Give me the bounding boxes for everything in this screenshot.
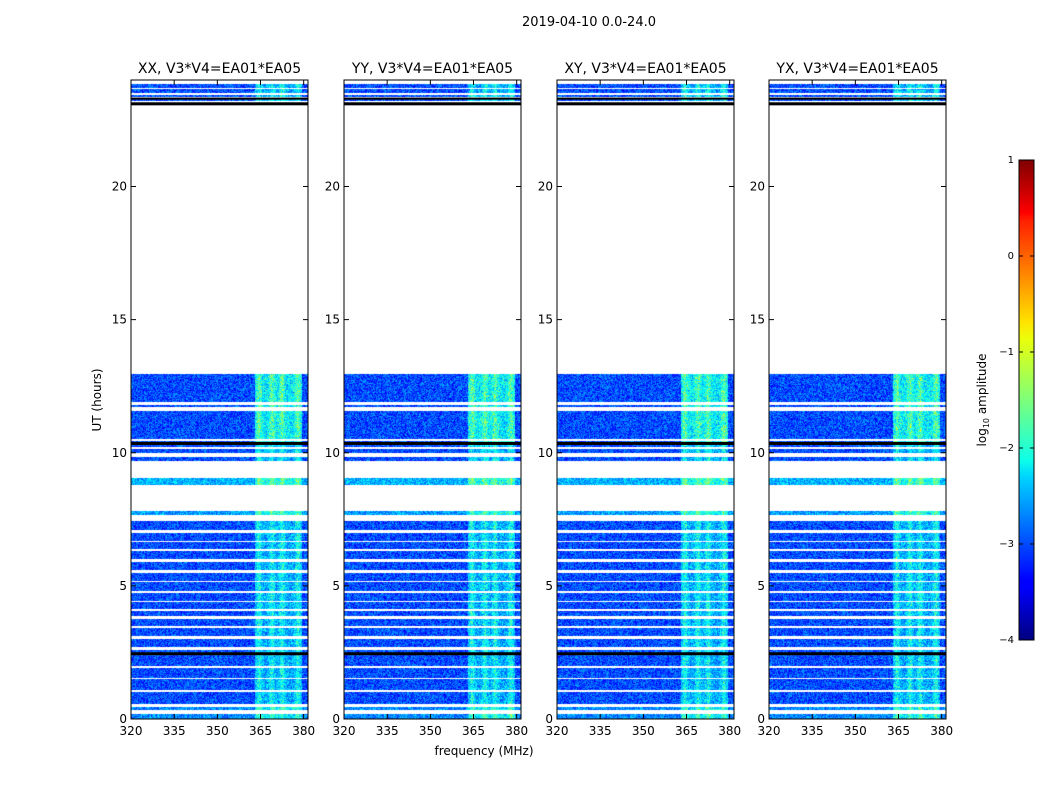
colorbar-tick-label: −4	[999, 635, 1014, 646]
colorbar-tick-label: −2	[999, 443, 1014, 454]
y-tick-label: 0	[332, 712, 340, 726]
colorbar-tick-label: −1	[999, 347, 1014, 358]
flag-line-1	[557, 441, 734, 445]
flag-line-top-2	[557, 97, 734, 100]
colorbar-label: log10 amplitude	[975, 354, 991, 447]
colorbar-tick-label: 1	[1008, 155, 1014, 166]
flag-line-1	[769, 441, 946, 445]
colorbar-tick-label: −3	[999, 539, 1014, 550]
x-tick-label: 320	[333, 724, 356, 738]
y-tick-label: 10	[112, 446, 127, 460]
flag-line-2	[557, 652, 734, 656]
y-tick-label: 20	[325, 180, 340, 194]
y-tick-label: 15	[325, 313, 340, 327]
flag-line-1	[131, 441, 308, 445]
y-tick-label: 0	[757, 712, 765, 726]
x-tick-label: 320	[546, 724, 569, 738]
x-tick-label: 350	[632, 724, 655, 738]
heatmap-image-2	[344, 80, 521, 719]
x-tick-label: 380	[718, 724, 741, 738]
colorbar-label-sub: 10	[982, 418, 991, 428]
x-tick-label: 335	[376, 724, 399, 738]
heatmap-image-3	[557, 80, 734, 719]
y-tick-label: 20	[538, 180, 553, 194]
x-tick-label: 365	[249, 724, 272, 738]
flag-line-top-2	[344, 97, 521, 100]
x-tick-label: 335	[589, 724, 612, 738]
x-tick-label: 320	[120, 724, 143, 738]
y-tick-label: 10	[325, 446, 340, 460]
panel-title-2: YY, V3*V4=EA01*EA05	[351, 61, 513, 77]
y-tick-label: 20	[750, 180, 765, 194]
flag-line-2	[769, 652, 946, 656]
y-tick-label: 10	[750, 446, 765, 460]
x-axis-label: frequency (MHz)	[434, 744, 533, 758]
panels: XX, V3*V4=EA01*EA05 320 335 350 365 380 0 5 10 15…	[112, 61, 953, 738]
flag-line-1	[344, 441, 521, 445]
flag-line-top	[131, 102, 308, 106]
x-tick-label: 380	[930, 724, 953, 738]
panel-1: XX, V3*V4=EA01*EA05 320 335 350 365 380 0 5 10 15…	[112, 61, 315, 738]
x-tick-label: 350	[419, 724, 442, 738]
figure-suptitle: 2019-04-10 0.0-24.0	[522, 15, 656, 30]
axes-frame-1	[130, 79, 309, 720]
y-tick-label: 5	[757, 579, 765, 593]
x-tick-label: 350	[206, 724, 229, 738]
y-tick-label: 15	[538, 313, 553, 327]
flag-line-2	[344, 652, 521, 656]
y-tick-label: 0	[119, 712, 127, 726]
y-tick-label: 20	[112, 180, 127, 194]
flag-line-top	[769, 102, 946, 106]
y-tick-label: 15	[112, 313, 127, 327]
y-axis-label: UT (hours)	[90, 368, 104, 431]
panel-4: YX, V3*V4=EA01*EA05 320 335 350 365 380 0 5 10 15…	[750, 61, 953, 738]
panel-title-4: YX, V3*V4=EA01*EA05	[775, 61, 938, 77]
x-tick-label: 380	[292, 724, 315, 738]
y-tick-label: 10	[538, 446, 553, 460]
panel-2: YY, V3*V4=EA01*EA05 320 335 350 365 380 0 5 10 15…	[325, 61, 528, 738]
axes-frame-4	[768, 79, 947, 720]
y-tick-label: 5	[545, 579, 553, 593]
y-tick-label: 15	[750, 313, 765, 327]
x-tick-label: 335	[801, 724, 824, 738]
colorbar-tick-label: 0	[1008, 251, 1014, 262]
heatmap-image-4	[769, 80, 946, 719]
x-tick-label: 350	[844, 724, 867, 738]
y-tick-label: 5	[332, 579, 340, 593]
x-tick-label: 320	[758, 724, 781, 738]
colorbar-label-main: log	[975, 428, 989, 446]
x-tick-label: 365	[462, 724, 485, 738]
colorbar-gradient	[1018, 159, 1035, 641]
x-tick-label: 380	[505, 724, 528, 738]
colorbar-label-rest: amplitude	[975, 354, 989, 418]
flag-line-top	[557, 102, 734, 106]
x-tick-label: 365	[887, 724, 910, 738]
flag-line-2	[131, 652, 308, 656]
axes-frame-3	[556, 79, 735, 720]
y-tick-label: 0	[545, 712, 553, 726]
x-tick-label: 335	[163, 724, 186, 738]
y-tick-label: 5	[119, 579, 127, 593]
flag-line-top-2	[769, 97, 946, 100]
panel-title-1: XX, V3*V4=EA01*EA05	[138, 61, 301, 77]
axes-frame-2	[343, 79, 522, 720]
panel-3: XY, V3*V4=EA01*EA05 320 335 350 365 380 0 5 10 15…	[538, 61, 741, 738]
heatmap-image-1	[131, 80, 308, 719]
flag-line-top-2	[131, 97, 308, 100]
x-tick-label: 365	[675, 724, 698, 738]
flag-line-top	[344, 102, 521, 106]
panel-title-3: XY, V3*V4=EA01*EA05	[564, 61, 726, 77]
